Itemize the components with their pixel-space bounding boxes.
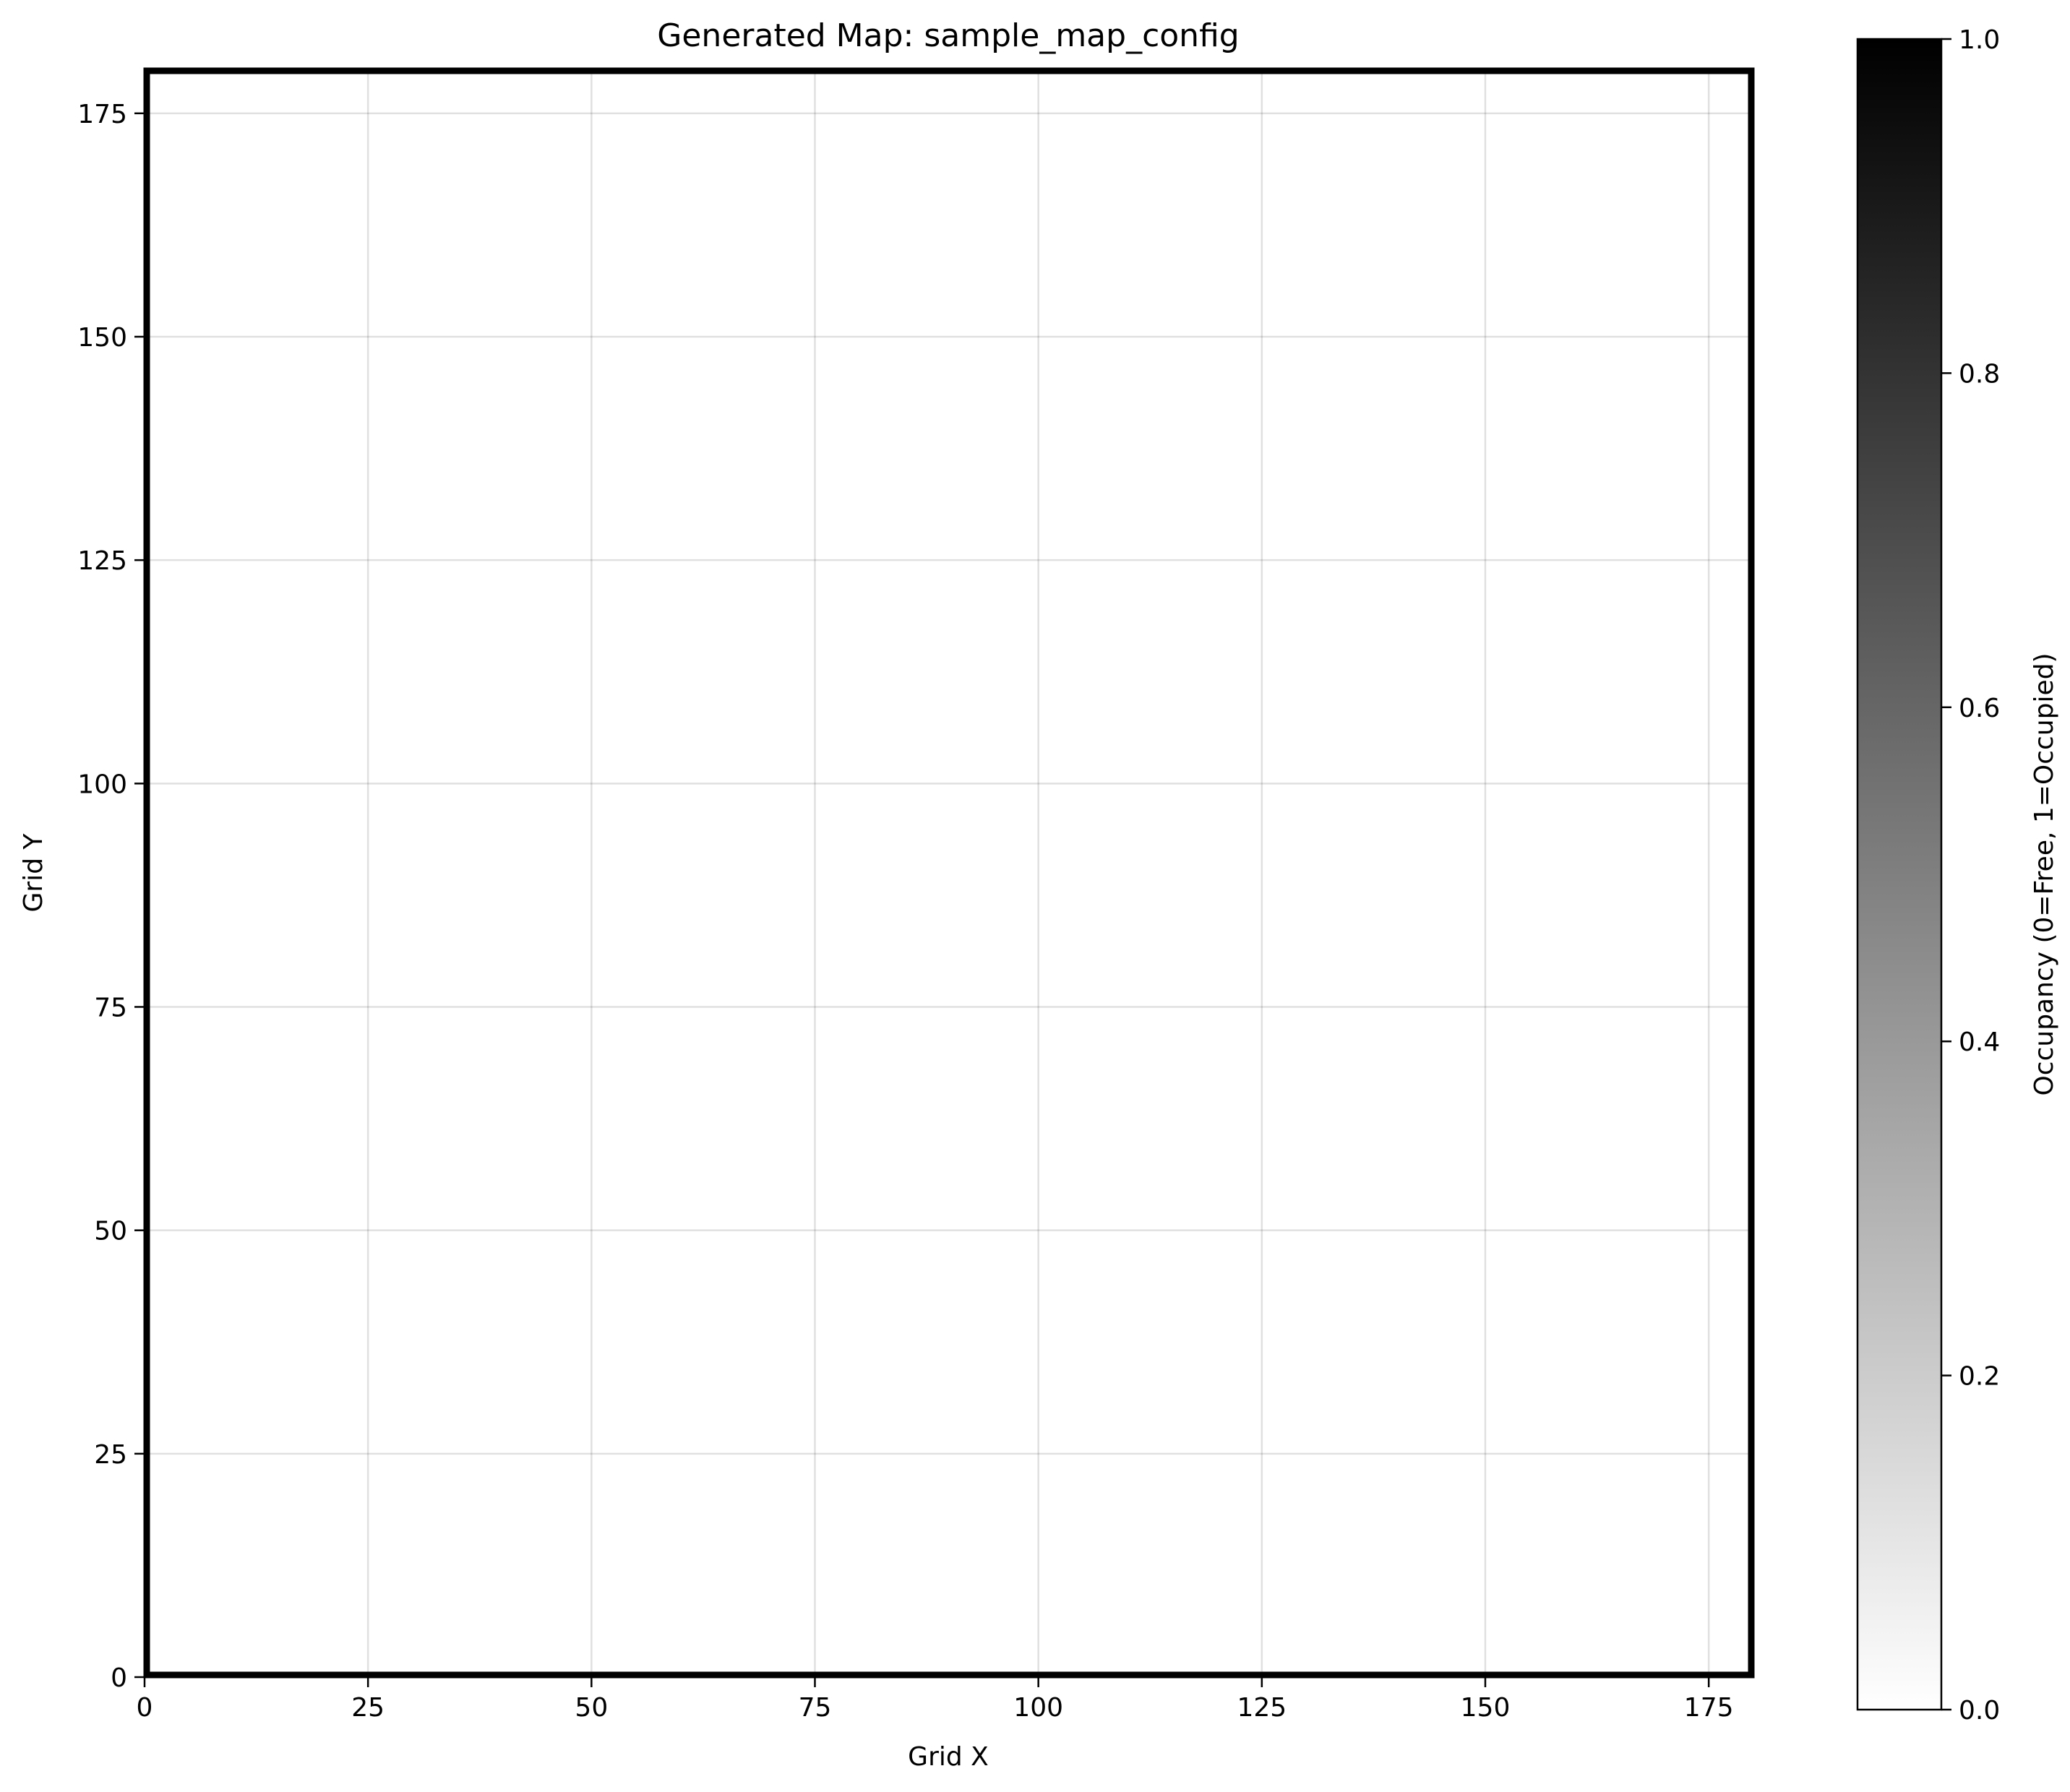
chart-title: Generated Map: sample_map_config	[657, 17, 1239, 54]
y-tick-label: 0	[111, 1663, 127, 1693]
x-tick-label: 100	[1013, 1693, 1063, 1723]
y-axis-ticks: 0 25 50 75 100 125 150 175	[77, 100, 145, 1693]
colorbar-tick-label: 0.8	[1959, 359, 2000, 389]
colorbar-label: Occupancy (0=Free, 1=Occupied)	[2030, 652, 2059, 1095]
y-tick-label: 25	[94, 1440, 127, 1470]
x-tick-label: 150	[1461, 1693, 1511, 1723]
map-free-space	[145, 69, 1753, 1677]
colorbar-tick-label: 1.0	[1959, 25, 2000, 55]
x-tick-label: 25	[351, 1693, 385, 1723]
y-tick-label: 150	[77, 323, 127, 353]
y-tick-label: 125	[77, 546, 127, 576]
colorbar-tick-label: 0.2	[1959, 1362, 2000, 1392]
colorbar-gradient	[1856, 38, 1943, 1711]
map-occupied-border	[143, 67, 1755, 1679]
colorbar-tick-label: 0.4	[1959, 1028, 2000, 1057]
x-tick-label: 50	[575, 1693, 608, 1723]
colorbar-tick-label: 0.0	[1959, 1696, 2000, 1726]
x-tick-label: 0	[137, 1693, 153, 1723]
x-tick-label: 125	[1237, 1693, 1287, 1723]
axes-frame	[143, 67, 1755, 1679]
y-tick-label: 50	[94, 1217, 127, 1246]
x-axis-label: Grid X	[908, 1742, 989, 1772]
colorbar-ticks: 0.0 0.2 0.4 0.6 0.8 1.0	[1941, 25, 2000, 1726]
y-tick-label: 100	[77, 770, 127, 799]
y-tick-label: 75	[94, 994, 127, 1023]
y-axis-label: Grid Y	[19, 832, 48, 912]
plot-area: 0 25 50 75 100 125 150 175 0 25 50 75 100 125 150 175	[77, 67, 1755, 1723]
x-axis-ticks: 0 25 50 75 100 125 150 175	[137, 1677, 1734, 1723]
y-tick-label: 175	[77, 100, 127, 129]
x-tick-label: 175	[1684, 1693, 1734, 1723]
colorbar-tick-label: 0.6	[1959, 694, 2000, 723]
x-tick-label: 75	[799, 1693, 832, 1723]
gridlines	[143, 69, 1753, 1679]
colorbar: 0.0 0.2 0.4 0.6 0.8 1.0 Occupancy (0=Free, 1=…	[1856, 25, 2059, 1726]
